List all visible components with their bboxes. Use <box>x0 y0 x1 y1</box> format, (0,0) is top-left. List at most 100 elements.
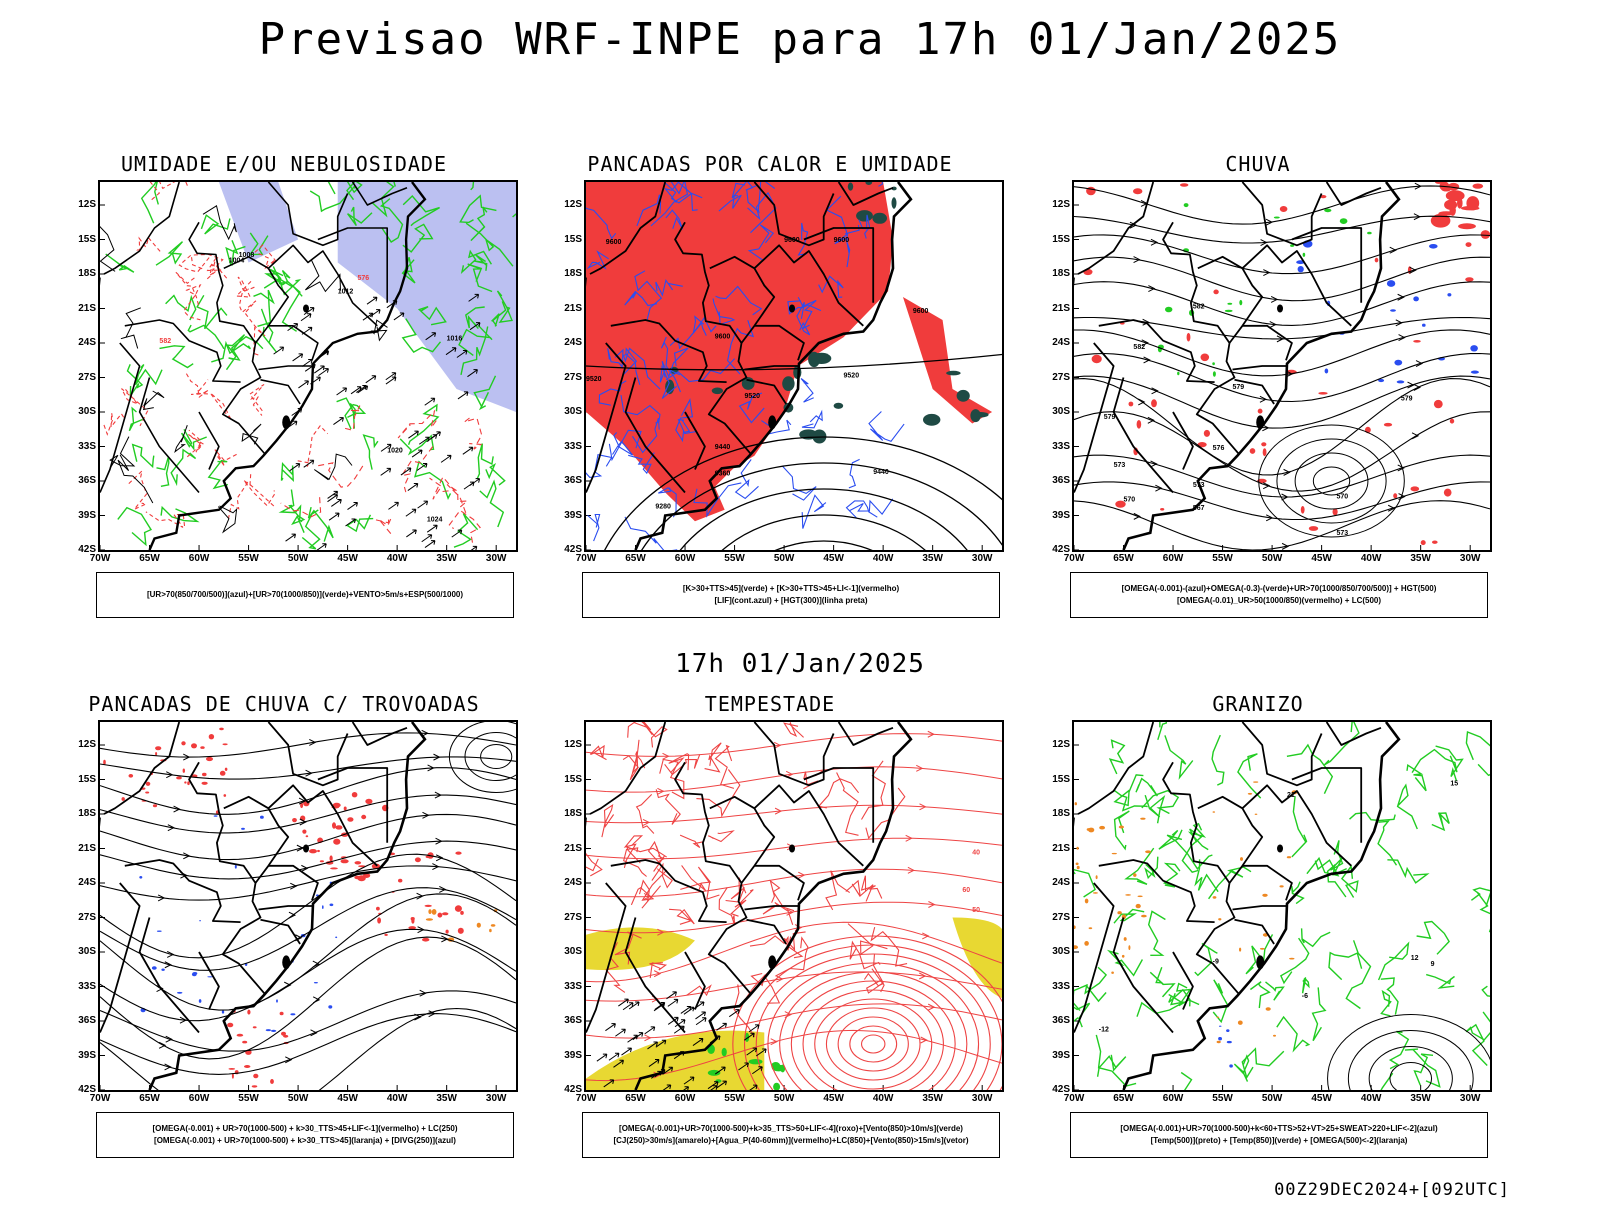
flow-arrow <box>167 824 175 832</box>
border-line <box>1232 365 1286 371</box>
low-humidity-contour <box>307 506 334 542</box>
temperature-500-contour <box>1368 1046 1453 1090</box>
lifted-index-contour <box>738 392 765 424</box>
flow-arrow <box>288 911 297 919</box>
streamline <box>100 893 516 1011</box>
border-line <box>754 864 805 901</box>
thunderstorm-area <box>244 1065 251 1068</box>
precipitable-water-contour <box>849 940 881 970</box>
flow-arrow <box>1263 269 1271 276</box>
latitude-tick-label: 36S <box>1052 1015 1070 1026</box>
longitude-tick-label: 40W <box>386 553 408 564</box>
wind-vector <box>467 369 478 378</box>
flow-arrow <box>1270 295 1279 303</box>
precipitable-water-contour <box>749 935 792 951</box>
low-humidity-contour <box>336 397 356 429</box>
low-humidity-contour <box>460 326 489 376</box>
wind-vector <box>738 1062 749 1071</box>
omega-orange-area <box>1075 862 1079 866</box>
flow-arrow <box>773 741 782 749</box>
thunderstorm-area <box>155 752 158 756</box>
wind-vector <box>608 1052 620 1061</box>
temperature-850-contour <box>1477 763 1490 777</box>
rain-area <box>1128 401 1134 407</box>
rain-area <box>1449 418 1455 424</box>
wind-vector <box>426 524 438 533</box>
longitude-tick-label: 30W <box>485 553 507 564</box>
wind-vector <box>621 1047 632 1056</box>
longitude-tick-label: 30W <box>1459 1093 1481 1104</box>
longitude-tick-label: 35W <box>922 553 943 564</box>
rain-area <box>1472 183 1484 189</box>
temperature-850-contour <box>1106 949 1144 977</box>
low-humidity-contour <box>253 289 275 327</box>
rain-area <box>1438 211 1454 216</box>
low-humidity-contour <box>140 182 159 224</box>
temperature-850-contour <box>1249 981 1271 1009</box>
latitude-tick-label: 21S <box>564 302 582 314</box>
contour-label: 9 <box>1431 961 1435 968</box>
temperature-850-contour <box>1164 735 1194 780</box>
flow-arrow <box>434 791 443 799</box>
wind-vector <box>457 391 469 400</box>
streamline-850-contour <box>732 935 1002 1090</box>
page-title: Previsao WRF-INPE para 17h 01/Jan/2025 <box>258 14 1342 65</box>
thunderstorm-area <box>309 849 317 854</box>
temperature-850-contour <box>1411 748 1458 773</box>
wind-vector <box>692 1038 704 1046</box>
contour-label: 9600 <box>715 333 731 340</box>
flow-arrow <box>1397 293 1405 301</box>
lifted-index-contour <box>586 207 617 240</box>
temperature-850-contour <box>1187 822 1209 851</box>
panel-legend: [OMEGA(-0.001)-(azul)+OMEGA(-0.3)-(verde… <box>1070 572 1488 618</box>
border-line <box>351 182 408 206</box>
geopotential-contour <box>721 514 926 550</box>
border-line <box>1325 722 1382 746</box>
longitude-tick-label: 55W <box>238 1093 259 1104</box>
omega-green-area <box>1324 208 1332 213</box>
thunderstorm-area <box>408 926 417 930</box>
latitude-tick-label: 18S <box>564 268 582 279</box>
omega-orange-area <box>1121 954 1125 958</box>
wind-vector <box>331 498 342 507</box>
streamline <box>586 1003 1002 1039</box>
lifted-index-contour <box>621 347 641 386</box>
latitude-tick-label: 18S <box>1052 268 1070 279</box>
precipitable-water-contour <box>664 754 701 776</box>
wind-vector <box>411 449 423 458</box>
longitude-tick-label: 45W <box>1311 553 1332 564</box>
precipitable-water-contour <box>714 744 735 789</box>
rain-area <box>1480 230 1490 239</box>
flow-arrow <box>299 818 307 826</box>
flow-arrow <box>419 989 427 997</box>
flow-arrow <box>164 961 172 969</box>
lifted-index-contour <box>663 182 703 204</box>
low-humidity-contour <box>207 459 229 490</box>
contour-label: 1024 <box>427 516 443 523</box>
contour-label: 9360 <box>715 470 731 477</box>
low-humidity-contour <box>131 443 155 469</box>
geography <box>586 182 913 550</box>
thunderstorm-area <box>200 746 205 749</box>
border-line <box>1098 859 1215 923</box>
longitude-tick-label: 65W <box>625 1093 646 1104</box>
divergence-area <box>313 982 318 984</box>
thunderstorm-area <box>228 1068 236 1070</box>
flow-arrow <box>166 950 175 958</box>
streamline <box>100 756 516 780</box>
pressure-isobar <box>305 259 341 293</box>
streamline <box>586 733 1002 757</box>
heat-shower-area <box>956 389 970 402</box>
contour-label: 9520 <box>586 376 602 383</box>
streamline <box>586 804 1002 824</box>
lifted-index-contour <box>660 336 682 393</box>
omega-orange-area <box>1092 892 1098 894</box>
panel-title: GRANIZO <box>1212 692 1304 716</box>
precipitable-water-contour <box>718 887 736 926</box>
lagoon <box>1256 955 1265 970</box>
longitude-tick-label: 40W <box>1360 1093 1382 1104</box>
thickness-contour <box>235 276 252 298</box>
border-line <box>1098 319 1215 383</box>
temperature-850-contour <box>1136 993 1185 1017</box>
thunderstorm-area <box>333 838 341 845</box>
